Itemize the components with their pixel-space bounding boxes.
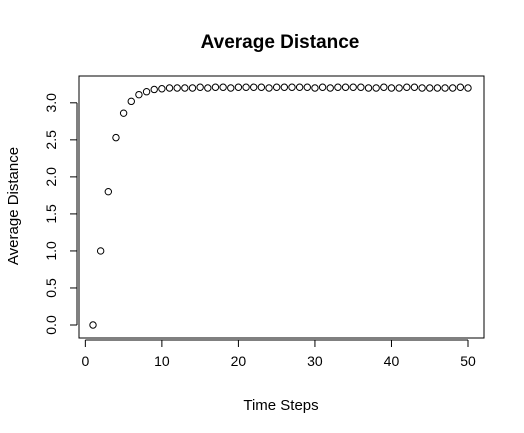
data-point	[89, 321, 97, 329]
data-point	[364, 84, 373, 92]
data-point	[112, 133, 120, 142]
data-point	[357, 83, 365, 91]
x-tick-label: 10	[154, 353, 170, 369]
data-point	[318, 83, 327, 91]
data-point	[242, 83, 250, 91]
data-point	[196, 83, 204, 91]
data-point	[127, 97, 135, 106]
data-point	[403, 83, 411, 91]
x-tick-label: 50	[460, 353, 476, 369]
y-tick-label: 0.0	[43, 315, 59, 335]
data-point	[104, 187, 113, 196]
data-point	[265, 84, 273, 92]
data-point	[250, 83, 258, 91]
data-point	[135, 90, 143, 99]
data-point	[188, 84, 197, 92]
data-point	[341, 83, 350, 91]
data-point	[280, 83, 289, 91]
x-tick-label: 40	[384, 353, 400, 369]
data-point	[165, 84, 174, 92]
y-tick-label: 2.0	[43, 167, 59, 187]
x-axis-label: Time Steps	[243, 397, 318, 414]
x-tick-label: 30	[307, 353, 323, 369]
data-point	[433, 84, 442, 92]
data-point	[303, 83, 311, 91]
plot-area-frame	[78, 75, 485, 339]
y-tick-label: 3.0	[43, 93, 59, 113]
data-point	[181, 84, 189, 92]
data-points	[89, 83, 472, 329]
data-point	[219, 83, 227, 91]
data-point	[441, 84, 449, 92]
data-point	[257, 83, 266, 91]
y-axis: 0.0 0.5 1.0 1.5 2.0 2.5 3.0	[43, 93, 78, 335]
data-point	[410, 83, 419, 91]
data-point	[448, 84, 457, 92]
y-tick-label: 2.5	[43, 130, 59, 150]
data-point	[295, 83, 304, 91]
data-point	[372, 84, 380, 92]
y-tick-label: 0.5	[43, 278, 59, 298]
data-point	[204, 84, 212, 92]
data-point	[464, 84, 472, 92]
data-point	[272, 83, 281, 91]
y-axis-label: Average Distance	[5, 147, 22, 265]
data-point	[119, 109, 128, 117]
data-point	[349, 83, 357, 91]
data-point	[456, 83, 465, 91]
data-point	[418, 84, 426, 92]
data-point	[311, 84, 319, 92]
data-point	[173, 84, 181, 92]
y-tick-label: 1.5	[43, 204, 59, 224]
data-point	[426, 84, 434, 92]
data-point	[234, 83, 243, 91]
chart-title: Average Distance	[201, 32, 360, 53]
data-point	[96, 247, 105, 255]
data-point	[288, 83, 296, 91]
data-point	[150, 85, 158, 94]
data-point	[211, 83, 220, 91]
data-point	[227, 84, 235, 92]
data-point	[326, 84, 334, 92]
data-point	[334, 83, 342, 91]
x-axis: 0 10 20 30 40 50	[81, 339, 476, 369]
x-tick-label: 0	[81, 353, 89, 369]
x-tick-label: 20	[231, 353, 247, 369]
data-point	[380, 83, 388, 91]
y-tick-label: 1.0	[43, 241, 59, 261]
data-point	[395, 84, 403, 92]
data-point	[158, 85, 166, 93]
data-point	[142, 88, 151, 96]
data-point	[387, 84, 396, 92]
